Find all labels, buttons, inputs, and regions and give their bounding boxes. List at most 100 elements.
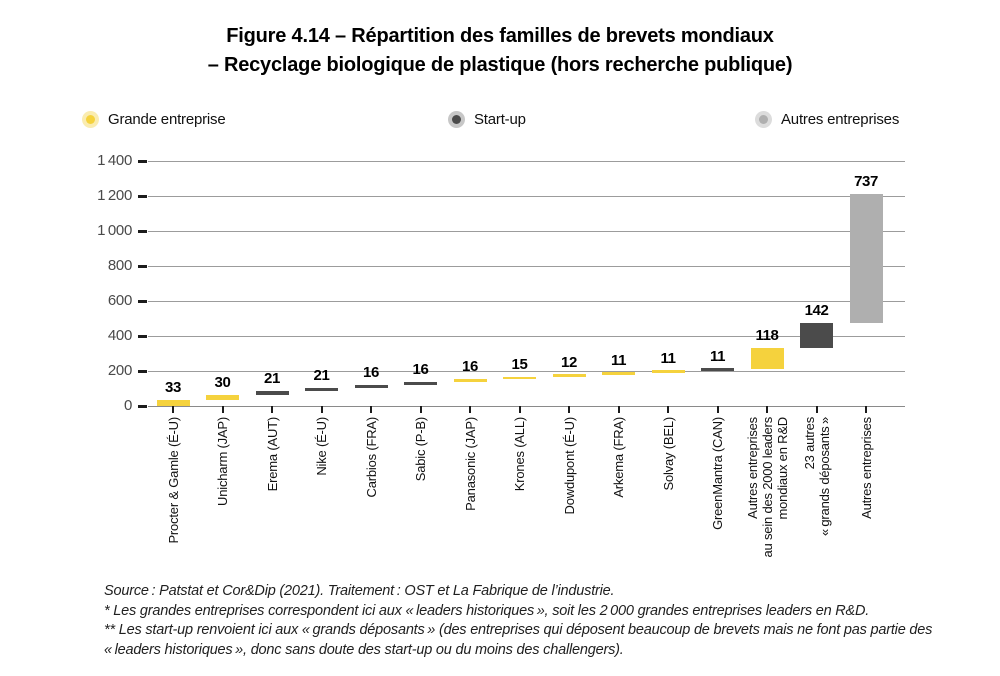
x-axis-label-text: Erema (AUT)	[264, 417, 280, 492]
bar-value-label: 30	[214, 373, 231, 391]
x-axis-label-text: Unicharm (JAP)	[215, 417, 230, 506]
legend-item-start-up: Start-up	[448, 111, 526, 128]
x-axis-label-text: 23 autres « grands déposants »	[801, 417, 832, 537]
bar-value-label: 11	[709, 347, 726, 365]
x-axis-label-text: Krones (ALL)	[512, 417, 527, 492]
bar-value-label: 142	[804, 302, 829, 320]
gridline	[148, 230, 905, 232]
legend-dot-grande-entreprise-icon	[82, 111, 99, 128]
bar-value-label: 11	[610, 351, 627, 369]
x-axis-tick	[370, 406, 372, 413]
y-axis-tick	[138, 404, 147, 408]
x-axis-tick	[320, 406, 323, 413]
bar-value-label: 118	[755, 327, 779, 345]
x-axis-label-text: GreenMantra (CAN)	[710, 417, 725, 530]
x-axis-tick	[617, 406, 620, 413]
bar-startup	[800, 323, 833, 349]
bar-value-label: 16	[363, 363, 379, 381]
x-axis-label-text: Panasonic (JAP)	[462, 417, 478, 511]
bar-startup	[404, 382, 437, 385]
y-axis-tick	[138, 369, 147, 373]
y-axis-tick-label: 600	[107, 292, 132, 309]
y-axis-tick-label: 1 200	[97, 187, 132, 204]
bar-startup	[354, 384, 388, 388]
bar-grande	[750, 348, 784, 369]
bar-grande	[552, 374, 586, 377]
y-axis-tick	[138, 229, 147, 233]
legend-item-grande-entreprise: Grande entreprise	[82, 111, 226, 128]
bar-grande	[156, 400, 190, 406]
y-axis-tick-label: 800	[107, 257, 132, 274]
x-axis-tick	[172, 406, 174, 413]
x-axis-tick	[667, 406, 669, 413]
x-axis-tick	[419, 406, 422, 413]
x-axis-tick	[469, 406, 471, 413]
y-axis-tick-label: 1 400	[97, 152, 132, 169]
x-axis-tick	[865, 406, 867, 413]
bar-autres	[849, 194, 883, 324]
y-axis-tick-label: 400	[107, 327, 132, 344]
bar-startup	[255, 391, 289, 395]
gridline	[148, 195, 905, 197]
figure-title: Figure 4.14 – Répartition des familles d…	[0, 22, 1000, 80]
x-axis-label-text: Autres entreprises au sein des 2000 lead…	[744, 417, 790, 558]
x-axis-label-text: Dowdupont (É-U)	[561, 417, 577, 515]
footnote-1: * Les grandes entreprises correspondent …	[104, 602, 870, 619]
gridline	[148, 160, 905, 162]
bar-value-label: 737	[854, 173, 878, 191]
x-axis-label-text: Sabic (P-B)	[413, 417, 428, 482]
figure-title-line1: Figure 4.14 – Répartition des familles d…	[226, 25, 774, 47]
x-axis-label-text: Nike (É-U)	[314, 417, 329, 476]
x-axis-tick	[568, 406, 570, 413]
bar-value-label: 21	[264, 370, 280, 388]
legend-label-autres-entreprises: Autres entreprises	[781, 111, 900, 128]
x-axis-tick	[815, 406, 818, 413]
bar-value-label: 16	[412, 361, 429, 379]
x-axis-tick	[518, 406, 521, 413]
y-axis-tick-label: 1 000	[97, 222, 132, 239]
legend-dot-autres-entreprises-icon	[755, 111, 772, 128]
bar-grande	[602, 372, 635, 375]
source-note: Source : Patstat et Cor&Dip (2021). Trai…	[104, 583, 615, 599]
legend-dot-start-up-icon	[448, 111, 465, 128]
legend-label-grande-entreprise: Grande entreprise	[108, 111, 226, 128]
bar-value-label: 11	[660, 349, 676, 367]
gridline	[148, 300, 905, 302]
x-axis-label-text: Autres entreprises	[858, 417, 874, 519]
gridline	[148, 405, 905, 407]
gridline	[148, 370, 905, 372]
y-axis-tick	[138, 264, 147, 268]
x-axis-tick	[716, 406, 719, 413]
x-axis-tick	[271, 406, 273, 413]
footnote-2: ** Les start-up renvoient ici aux « gran…	[104, 622, 933, 658]
bar-grande	[206, 394, 239, 401]
bar-value-label: 21	[313, 366, 330, 384]
bar-grande	[651, 370, 685, 373]
y-axis-tick-label: 200	[107, 362, 132, 379]
figure-title-line2: – Recyclage biologique de plastique (hor…	[207, 54, 793, 76]
bar-value-label: 16	[462, 358, 478, 376]
bar-grande	[503, 376, 536, 380]
legend-label-start-up: Start-up	[474, 111, 526, 128]
x-axis-label-text: Arkema (FRA)	[611, 417, 626, 498]
legend-item-autres-entreprises: Autres entreprises	[755, 111, 899, 128]
waterfall-chart: 0 200 400 600 800 1 000 1 200 1 400 33 Procter & …	[97, 152, 905, 557]
footnotes: Source : Patstat et Cor&Dip (2021). Trai…	[104, 582, 952, 660]
y-axis-tick	[138, 334, 147, 338]
bar-startup	[305, 387, 338, 392]
bar-grande	[453, 379, 487, 383]
y-axis-tick	[138, 299, 147, 303]
gridline	[148, 335, 905, 337]
bar-value-label: 12	[561, 353, 577, 371]
x-axis-label-text: Solvay (BEL)	[660, 417, 676, 491]
x-axis-label-text: Carbios (FRA)	[363, 417, 379, 498]
y-axis-tick	[138, 194, 147, 198]
bar-value-label: 33	[165, 379, 181, 397]
x-axis-tick	[221, 406, 224, 413]
bar-value-label: 15	[511, 355, 528, 373]
y-axis-tick	[138, 159, 147, 163]
x-axis-tick	[766, 406, 768, 413]
bar-startup	[701, 368, 734, 371]
y-axis-tick-label: 0	[123, 397, 132, 414]
